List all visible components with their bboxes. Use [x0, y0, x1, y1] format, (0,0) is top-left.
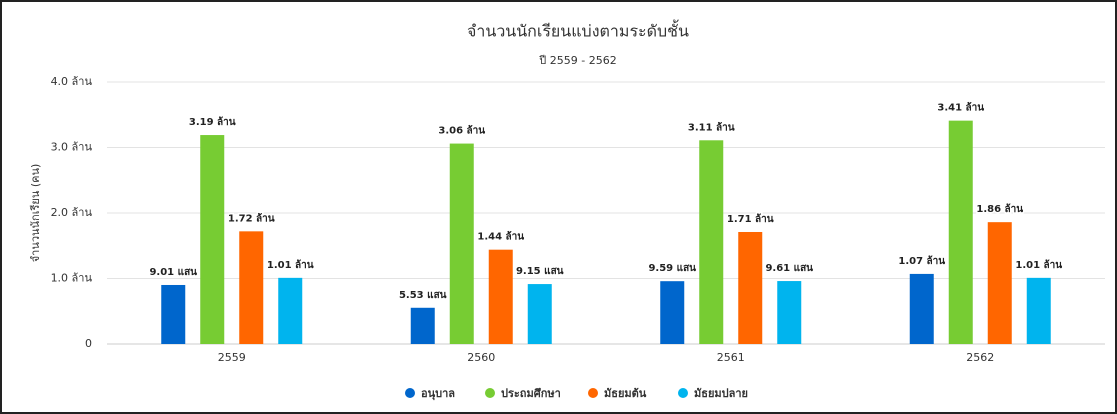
- value-label: 1.72 ล้าน: [228, 212, 275, 224]
- value-label: 1.71 ล้าน: [727, 213, 774, 225]
- value-label: 9.59 แสน: [648, 263, 696, 274]
- bar: [909, 273, 934, 344]
- bar: [1026, 277, 1051, 344]
- bar: [278, 277, 303, 344]
- value-label: 1.86 ล้าน: [976, 203, 1023, 215]
- y-tick-label: 1.0 ล้าน: [51, 272, 93, 285]
- bar: [239, 231, 264, 344]
- value-label: 9.15 แสน: [516, 266, 564, 277]
- y-axis-label: จำนวนนักเรียน (คน): [29, 164, 42, 263]
- legend-label: อนุบาล: [421, 387, 455, 401]
- legend-label: ประถมศึกษา: [501, 387, 561, 400]
- value-label: 9.61 แสน: [765, 263, 813, 274]
- value-label: 1.07 ล้าน: [898, 255, 945, 267]
- chart-title: จำนวนนักเรียนแบ่งตามระดับชั้น: [467, 20, 689, 41]
- bar: [738, 231, 763, 344]
- legend-label: มัธยมปลาย: [694, 387, 748, 400]
- bar: [660, 281, 685, 344]
- bar: [488, 249, 513, 344]
- value-label: 3.41 ล้าน: [937, 102, 984, 114]
- bar: [449, 143, 474, 344]
- legend-marker: [485, 388, 495, 398]
- legend-marker: [405, 388, 415, 398]
- x-tick-label: 2562: [966, 351, 994, 364]
- y-tick-label: 4.0 ล้าน: [51, 75, 93, 88]
- y-tick-label: 2.0 ล้าน: [51, 206, 93, 219]
- bar: [777, 281, 802, 344]
- value-label: 9.01 แสน: [149, 267, 197, 278]
- bar: [200, 135, 225, 344]
- bar: [410, 307, 435, 344]
- value-label: 3.06 ล้าน: [438, 125, 485, 137]
- value-label: 1.44 ล้าน: [477, 231, 524, 243]
- chart-subtitle: ปี 2559 - 2562: [538, 54, 617, 67]
- y-tick-label: 0: [85, 337, 92, 350]
- legend-marker: [678, 388, 688, 398]
- value-label: 1.01 ล้าน: [1015, 259, 1062, 271]
- value-label: 3.11 ล้าน: [688, 121, 735, 133]
- legend-label: มัธยมต้น: [604, 387, 647, 400]
- value-label: 3.19 ล้าน: [189, 116, 236, 128]
- x-tick-label: 2559: [218, 351, 246, 364]
- bar: [948, 120, 973, 345]
- x-tick-label: 2560: [467, 351, 495, 364]
- y-tick-label: 3.0 ล้าน: [51, 141, 93, 154]
- bar: [987, 222, 1012, 344]
- bar: [699, 140, 724, 344]
- bar: [527, 284, 552, 344]
- value-label: 1.01 ล้าน: [267, 259, 314, 271]
- legend-marker: [588, 388, 598, 398]
- x-tick-label: 2561: [717, 351, 745, 364]
- bar: [161, 284, 186, 344]
- value-label: 5.53 แสน: [399, 290, 447, 301]
